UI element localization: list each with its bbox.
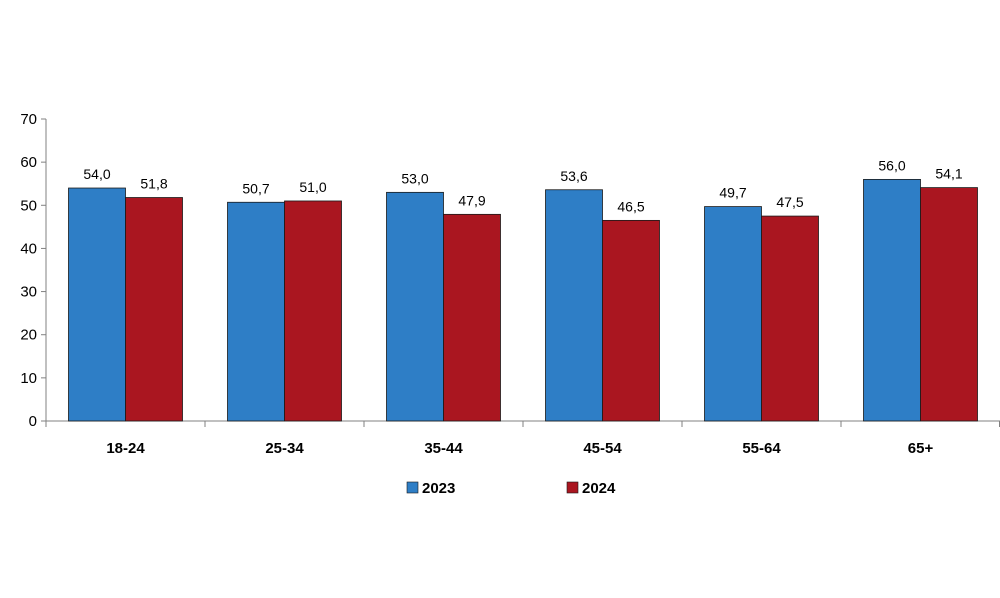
- bar-2023: [227, 201, 285, 422]
- data-labels-group: 54,0 51,8 50,7 51,0 53,0 47,9 53,6 46,5 49,7 47,5…: [83, 157, 962, 214]
- y-tick-label: 30: [20, 284, 37, 301]
- y-tick-label: 20: [20, 327, 37, 344]
- bar-2023: [863, 178, 921, 422]
- data-label-2024: 46,5: [617, 198, 644, 214]
- legend-label-2023: 2023: [422, 480, 455, 497]
- data-label-2024: 51,0: [299, 179, 326, 195]
- y-tick-label: 10: [20, 370, 37, 387]
- data-label-2023: 49,7: [719, 185, 746, 201]
- x-category-label: 25-34: [265, 440, 304, 457]
- bar-2023: [386, 191, 444, 422]
- bar-2024: [602, 219, 660, 422]
- x-category-label: 65+: [908, 440, 934, 457]
- data-label-2024: 47,9: [458, 192, 485, 208]
- y-axis: 0 10 20 30 40 50 60 70: [20, 111, 47, 430]
- legend-label-2024: 2024: [582, 480, 616, 497]
- legend-swatch-2023: [406, 481, 419, 494]
- x-category-label: 45-54: [583, 440, 622, 457]
- y-tick-label: 40: [20, 240, 37, 257]
- data-label-2023: 56,0: [878, 157, 905, 173]
- bar-2023: [68, 187, 126, 422]
- bar-2024: [761, 215, 819, 422]
- bar-2023: [704, 206, 762, 422]
- y-tick-label: 70: [20, 111, 37, 128]
- y-tick-label: 60: [20, 154, 37, 171]
- data-label-2024: 54,1: [935, 166, 962, 182]
- bar-2024: [125, 197, 183, 422]
- bars-group: [68, 178, 978, 422]
- data-label-2023: 50,7: [242, 180, 269, 196]
- bar-2023: [545, 189, 603, 422]
- x-category-label: 55-64: [742, 440, 781, 457]
- y-tick-label: 0: [29, 413, 37, 430]
- data-label-2023: 53,6: [560, 168, 587, 184]
- data-label-2024: 47,5: [776, 194, 803, 210]
- bar-2024: [920, 187, 978, 422]
- data-label-2023: 53,0: [401, 170, 428, 186]
- x-axis: 18-24 25-34 35-44 45-54 55-64 65+: [45, 420, 1000, 457]
- data-label-2023: 54,0: [83, 166, 110, 182]
- x-category-label: 35-44: [424, 440, 463, 457]
- bar-2024: [443, 213, 501, 422]
- legend: 2023 2024: [406, 480, 616, 497]
- bar-2024: [284, 200, 342, 422]
- x-category-label: 18-24: [106, 440, 145, 457]
- data-label-2024: 51,8: [140, 176, 167, 192]
- legend-swatch-2024: [566, 481, 579, 494]
- y-tick-label: 50: [20, 197, 37, 214]
